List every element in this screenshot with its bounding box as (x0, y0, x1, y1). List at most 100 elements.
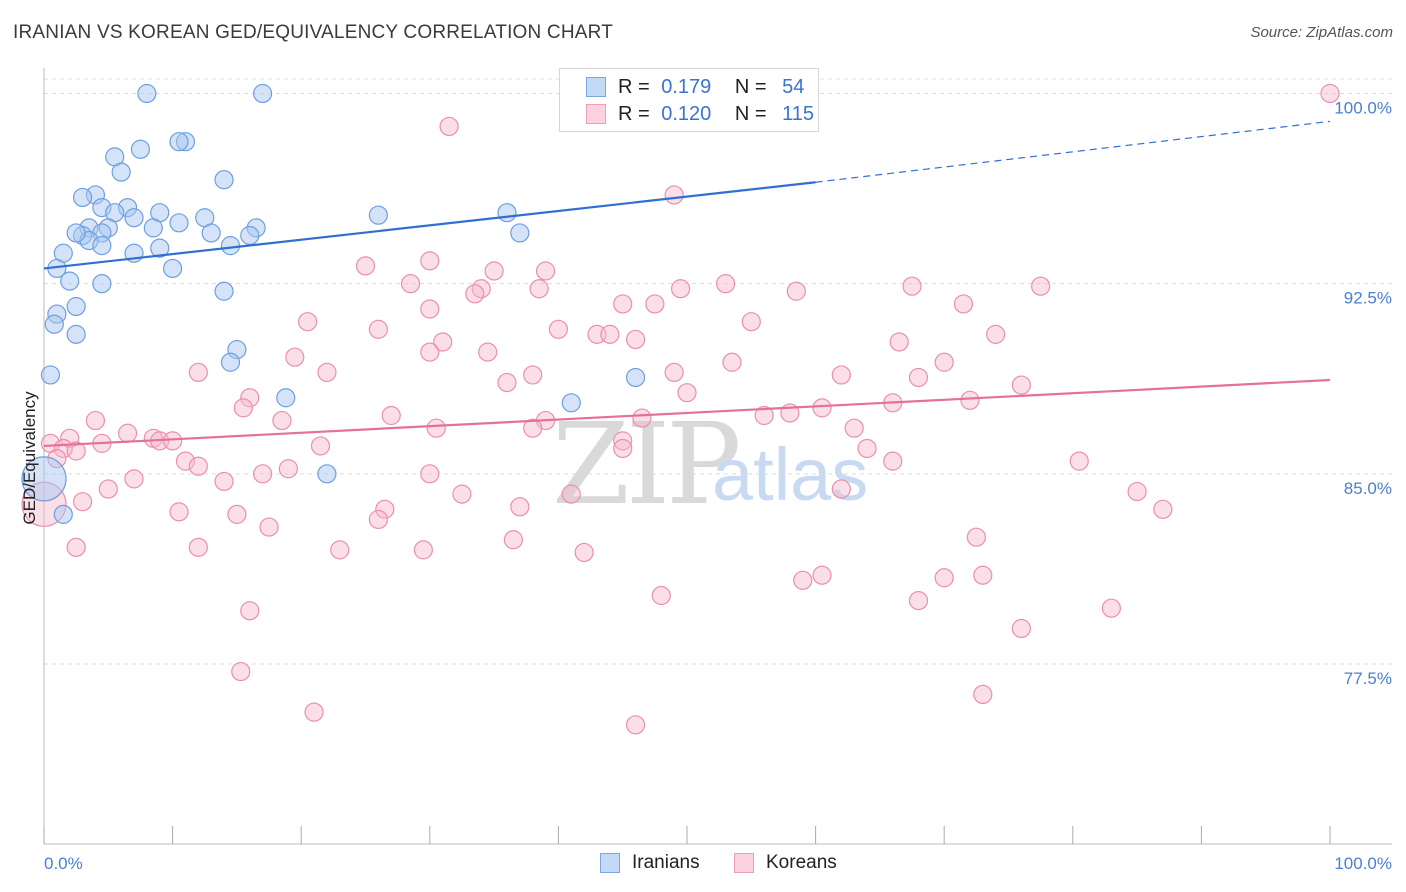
korean-point (227, 504, 247, 524)
korean-point (902, 276, 922, 296)
n-label: N = (734, 102, 767, 125)
iranians-points (21, 83, 723, 524)
iranian-point (214, 281, 234, 301)
korean-point (651, 585, 671, 606)
korean-point (413, 540, 433, 560)
iranian-point (510, 223, 530, 243)
trend-lines (43, 120, 1331, 448)
iranian-point (66, 296, 86, 317)
korean-point (400, 274, 421, 294)
iranian-point (44, 314, 64, 334)
korean-point (214, 471, 234, 492)
korean-point (478, 342, 498, 362)
korean-point (960, 390, 980, 410)
korean-point (330, 540, 350, 560)
korean-point (381, 405, 401, 426)
legend-item-iranians[interactable]: Iranians (600, 852, 700, 874)
korean-point (677, 383, 697, 403)
iranian-point (72, 187, 93, 208)
korean-point (426, 418, 446, 438)
korean-point (1031, 276, 1051, 296)
korean-point (953, 294, 974, 314)
iranian-point (240, 225, 260, 246)
korean-point (60, 428, 80, 448)
watermark-zip: ZIP (552, 400, 741, 530)
korean-point (240, 388, 260, 408)
korean-point (831, 479, 851, 499)
korean-point (664, 362, 684, 382)
korean-point (98, 479, 118, 499)
iranian-point (169, 132, 189, 152)
korean-point (523, 365, 543, 385)
korean-point (645, 294, 665, 314)
korean-point (188, 362, 208, 382)
iranian-point (143, 218, 163, 238)
iranians-swatch (600, 853, 620, 873)
korean-point (741, 312, 761, 332)
korean-point (72, 492, 93, 512)
korean-point (973, 565, 993, 585)
iranians-trend-line (43, 181, 816, 270)
chart-title: IRANIAN VS KOREAN GED/EQUIVALENCY CORREL… (13, 22, 614, 43)
r-value: 0.120 (661, 102, 712, 125)
iranians-swatch (586, 77, 606, 97)
korean-point (966, 527, 986, 547)
legend-label-koreans: Koreans (766, 852, 837, 873)
korean-point (934, 352, 954, 372)
korean-point (175, 451, 196, 471)
korean-point (722, 352, 742, 372)
n-value: 115 (782, 102, 815, 125)
x-tick-label: 0.0% (44, 854, 83, 873)
korean-point (420, 251, 440, 271)
korean-point (465, 284, 485, 304)
koreans-points (21, 83, 1340, 735)
korean-point (664, 185, 684, 205)
r-label: R = (618, 102, 650, 125)
iranian-point (150, 238, 170, 258)
legend-label-iranians: Iranians (632, 852, 700, 873)
korean-point (786, 281, 806, 301)
korean-point (1127, 481, 1147, 502)
iranian-point (66, 324, 86, 344)
iranian-point (253, 83, 273, 104)
korean-point (632, 408, 652, 428)
tick-labels: 77.5% 85.0% 92.5% 100.0% 0.0% 100.0% (44, 98, 1392, 873)
korean-point (117, 423, 138, 443)
korean-point (233, 398, 253, 418)
iranian-point (276, 388, 296, 408)
koreans-trend-line (43, 378, 1331, 448)
korean-point (548, 319, 569, 339)
korean-point (317, 362, 337, 382)
r-value: 0.179 (661, 75, 712, 98)
korean-point (561, 484, 581, 504)
korean-point (298, 312, 318, 332)
korean-point (169, 502, 189, 522)
iranian-point (497, 203, 517, 223)
iranian-point (21, 456, 67, 502)
korean-point (844, 418, 864, 438)
korean-point (503, 530, 523, 550)
korean-point (272, 410, 292, 431)
iranian-point (317, 464, 337, 484)
korean-point (253, 464, 273, 484)
korean-point (1101, 598, 1121, 618)
korean-point (355, 256, 376, 276)
korean-point (986, 324, 1006, 344)
korean-point (793, 570, 813, 590)
koreans-swatch (586, 104, 606, 124)
n-value: 54 (782, 75, 805, 98)
iranian-point (92, 236, 112, 256)
korean-point (535, 261, 556, 281)
iranian-point (92, 274, 112, 294)
korean-point (368, 319, 388, 339)
iranian-point (66, 223, 86, 243)
korean-point (883, 451, 903, 471)
korean-point (1069, 451, 1089, 471)
korean-point (613, 438, 633, 459)
korean-point (188, 537, 208, 557)
korean-point (1011, 375, 1031, 395)
korean-point (310, 436, 331, 456)
legend-item-koreans[interactable]: Koreans (734, 852, 837, 874)
korean-point (368, 509, 388, 530)
korean-point (908, 367, 929, 388)
